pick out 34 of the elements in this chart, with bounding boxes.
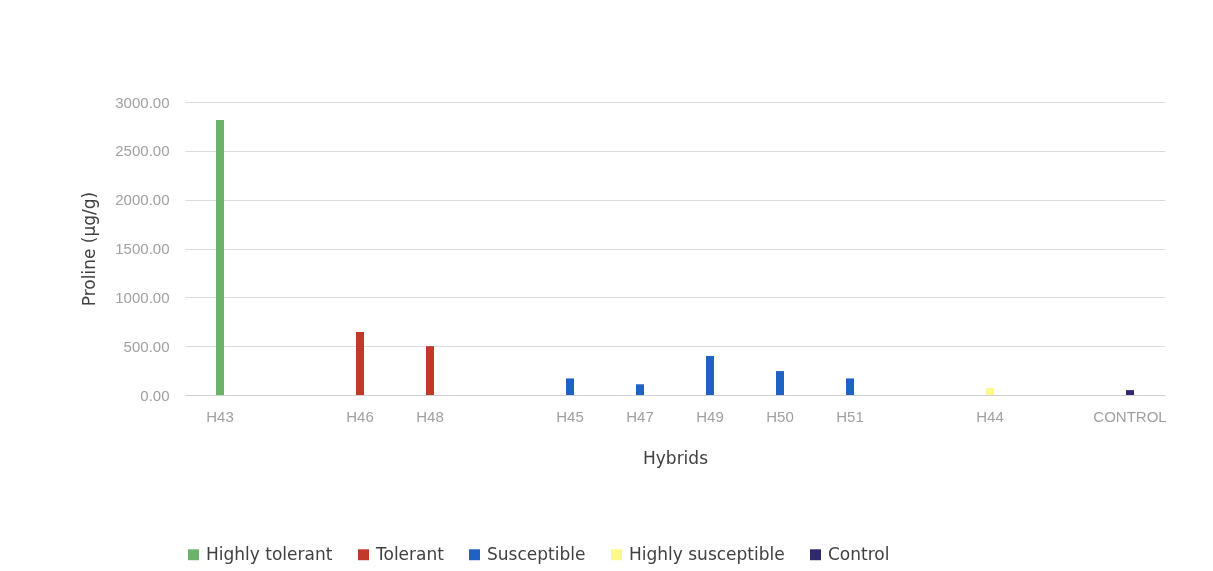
legend-label: Control (828, 543, 890, 564)
bar (566, 378, 574, 395)
legend-label: Highly susceptible (629, 543, 785, 564)
legend-label: Susceptible (487, 543, 586, 564)
legend-label: Highly tolerant (206, 543, 333, 564)
bar (426, 346, 434, 395)
y-tick-label: 500.00 (123, 337, 170, 355)
y-axis-title: Proline (µg/g) (79, 191, 100, 307)
bar (356, 332, 364, 395)
y-tick-label: 1500.00 (115, 240, 170, 257)
bar (986, 388, 994, 395)
x-tick-label: H50 (766, 407, 794, 425)
bar (776, 371, 784, 395)
y-tick-label: 2000.00 (115, 191, 170, 209)
x-tick-label: H47 (626, 407, 654, 425)
x-tick-label: CONTROL (1093, 407, 1167, 425)
bar (706, 355, 714, 395)
x-tick-label: H44 (976, 407, 1004, 425)
bar (846, 378, 854, 395)
x-tick-label: H43 (206, 407, 234, 425)
y-tick-label: 1000.00 (115, 288, 170, 306)
legend-label: Tolerant (375, 543, 445, 564)
bar (1126, 390, 1134, 395)
y-tick-label: 3000.00 (115, 93, 170, 111)
x-tick-label: H46 (346, 407, 374, 425)
y-tick-label: 2500.00 (115, 142, 170, 160)
bar (636, 384, 644, 395)
x-axis-title: Hybrids (643, 447, 709, 468)
bar (216, 120, 224, 395)
x-tick-label: H45 (556, 407, 584, 425)
x-tick-label: H49 (696, 407, 724, 425)
x-tick-label: H51 (836, 407, 864, 425)
x-tick-label: H48 (416, 407, 444, 425)
y-tick-label: 0.00 (140, 386, 170, 404)
